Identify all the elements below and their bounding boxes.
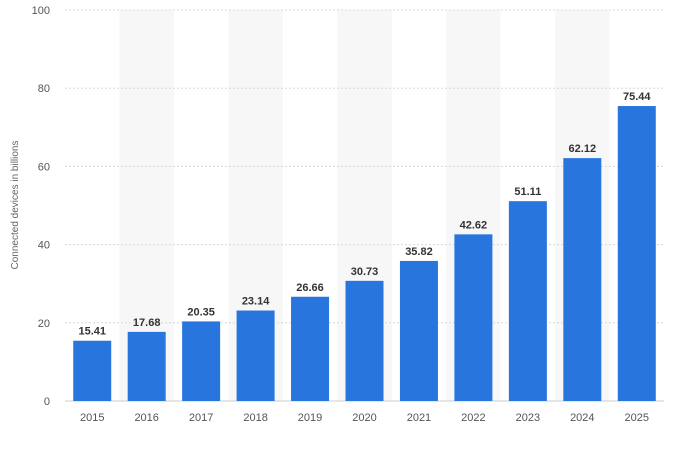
x-tick-label-2017: 2017 <box>189 412 213 424</box>
y-tick-label-100: 100 <box>32 5 50 17</box>
x-tick-label-2016: 2016 <box>134 412 158 424</box>
x-tick-label-2015: 2015 <box>80 412 104 424</box>
bars <box>73 106 656 401</box>
x-tick-label-2019: 2019 <box>298 412 322 424</box>
data-label-2025: 75.44 <box>623 91 651 103</box>
bar-2019[interactable] <box>291 296 330 401</box>
bar-2021[interactable] <box>399 260 438 401</box>
x-tick-label-2022: 2022 <box>461 412 485 424</box>
data-label-2018: 23.14 <box>242 296 270 308</box>
bar-2024[interactable] <box>563 158 602 401</box>
bar-2016[interactable] <box>127 331 166 401</box>
bar-2015[interactable] <box>73 340 112 401</box>
y-tick-label-40: 40 <box>38 240 50 252</box>
x-tick-label-2018: 2018 <box>243 412 267 424</box>
y-axis-label: Connected devices in billions <box>10 141 21 270</box>
data-label-2021: 35.82 <box>405 246 433 258</box>
y-tick-label-80: 80 <box>38 83 50 95</box>
bar-2025[interactable] <box>617 106 656 401</box>
y-tick-label-20: 20 <box>38 318 50 330</box>
data-label-2023: 51.11 <box>514 186 541 198</box>
data-labels: 15.41 17.68 20.35 23.14 26.66 30.73 35.82 42.62… <box>78 91 651 338</box>
x-tick-label-2025: 2025 <box>625 412 649 424</box>
x-tick-label-2020: 2020 <box>352 412 376 424</box>
x-tick-label-2024: 2024 <box>570 412 594 424</box>
bar-2023[interactable] <box>508 201 547 401</box>
x-tick-label-2023: 2023 <box>516 412 540 424</box>
bar-2018[interactable] <box>236 310 275 401</box>
data-label-2019: 26.66 <box>296 282 324 294</box>
bar-2017[interactable] <box>182 321 221 401</box>
y-tick-label-60: 60 <box>38 161 50 173</box>
x-axis-ticks: 2015 2016 2017 2018 2019 2020 2021 2022 2023 2024… <box>80 412 649 424</box>
bar-2022[interactable] <box>454 234 493 401</box>
data-label-2015: 15.41 <box>78 326 106 338</box>
y-axis-ticks: 0 20 40 60 80 100 <box>32 5 50 408</box>
y-tick-label-0: 0 <box>44 396 50 408</box>
data-label-2016: 17.68 <box>133 317 161 329</box>
data-label-2024: 62.12 <box>569 143 597 155</box>
x-tick-label-2021: 2021 <box>407 412 431 424</box>
data-label-2022: 42.62 <box>460 219 488 231</box>
data-label-2017: 20.35 <box>187 306 215 318</box>
bar-2020[interactable] <box>345 280 384 401</box>
data-label-2020: 30.73 <box>351 266 379 278</box>
